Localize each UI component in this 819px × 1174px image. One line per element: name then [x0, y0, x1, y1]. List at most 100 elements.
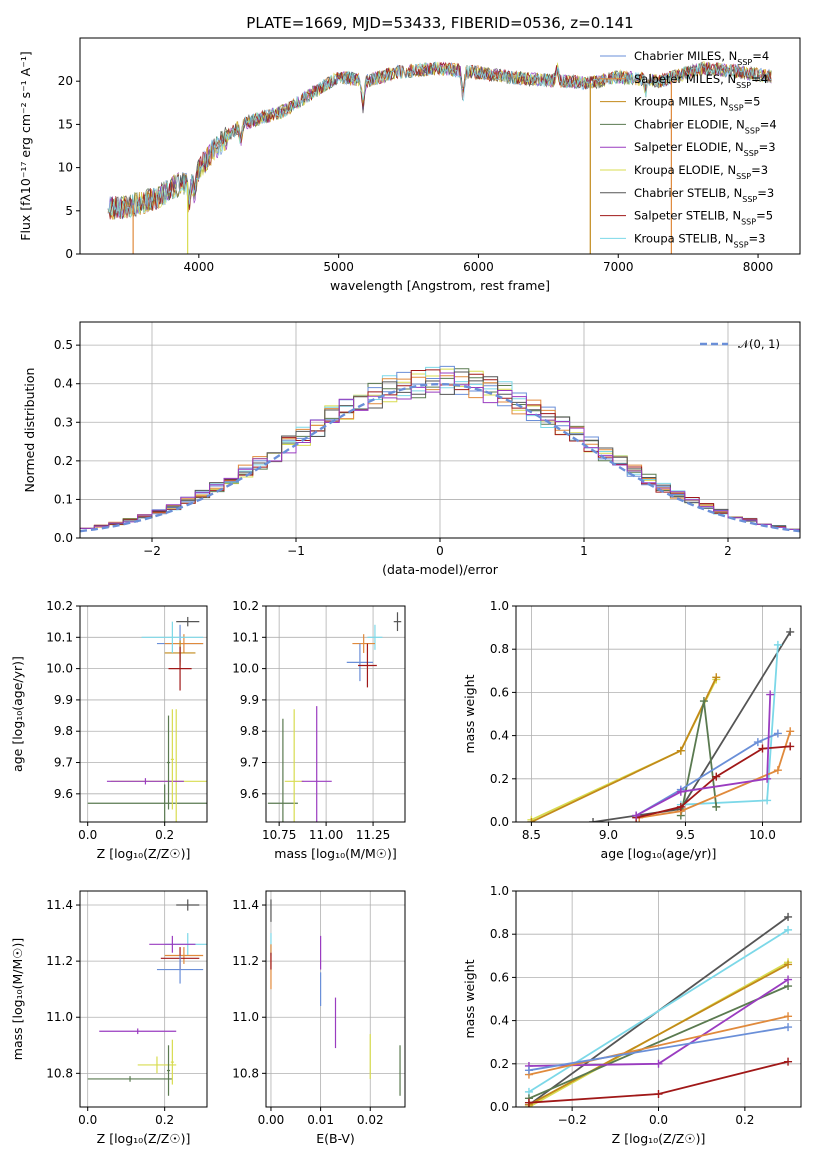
y-axis-label: mass weight — [462, 674, 477, 753]
plot-area — [87, 899, 207, 1096]
legend-entry: Chabrier ELODIE, NSSP=4 — [634, 117, 777, 135]
legend-entry: Kroupa MILES, NSSP=5 — [634, 95, 760, 113]
y-tick-label: 9.7 — [240, 756, 259, 770]
y-tick-label: 10.1 — [46, 630, 73, 644]
y-tick-label: 11.0 — [46, 1010, 73, 1024]
x-tick-label: 7000 — [603, 260, 634, 274]
y-tick-label: 1.0 — [490, 599, 509, 613]
x-axis-label: Z [log₁₀(Z/Z☉)] — [97, 1131, 191, 1146]
weight-series — [528, 963, 789, 1106]
weight-point — [712, 673, 721, 682]
weight-point — [753, 738, 762, 747]
figure-title: PLATE=1669, MJD=53433, FIBERID=0536, z=0… — [246, 14, 633, 32]
y-axis-label: mass weight — [462, 959, 477, 1038]
weight-point — [784, 960, 793, 969]
metallicity-mass-panel: 0.0 0.2 10.8 11.0 11.2 11.4 Z [log₁₀(Z/Z☉)] mas… — [10, 890, 208, 1146]
weight-point — [654, 1090, 663, 1099]
histogram-series — [80, 372, 800, 530]
x-tick-label: 0.0 — [78, 1113, 97, 1127]
x-tick-label: 8.5 — [522, 828, 541, 842]
y-tick-label: 0.2 — [490, 1057, 509, 1071]
x-tick-label: 0.00 — [258, 1113, 285, 1127]
y-tick-label: 0.1 — [54, 492, 73, 506]
plot-area — [524, 912, 793, 1107]
weight-point — [676, 802, 685, 811]
legend-entry: 𝒩(0, 1) — [738, 337, 780, 351]
x-tick-label: 0.01 — [307, 1113, 334, 1127]
weight-point — [773, 729, 782, 738]
y-tick-label: 10 — [58, 161, 73, 175]
weight-point — [699, 697, 708, 706]
legend-entry: Salpeter STELIB, NSSP=5 — [634, 209, 773, 227]
y-tick-label: 0.0 — [490, 1100, 509, 1114]
y-tick-label: 15 — [58, 117, 73, 131]
y-tick-label: 9.7 — [54, 756, 73, 770]
x-tick-label: 0.02 — [357, 1113, 384, 1127]
y-tick-label: 10.2 — [46, 599, 73, 613]
weight-point — [712, 772, 721, 781]
axes-frame — [79, 37, 801, 255]
legend-entry: Salpeter ELODIE, NSSP=3 — [634, 140, 776, 158]
age-weight-panel: 8.5 9.0 9.5 10.0 0.0 0.2 0.4 0.6 0.8 1.0 age [log₁… — [462, 599, 802, 861]
weight-point — [763, 774, 772, 783]
weight-point — [786, 627, 795, 636]
weight-series — [528, 1026, 789, 1072]
y-tick-label: 9.6 — [54, 787, 73, 801]
x-tick-label: 9.0 — [599, 828, 618, 842]
x-axis-label: Z [log₁₀(Z/Z☉)] — [612, 1131, 706, 1146]
x-tick-label: 4000 — [184, 260, 215, 274]
y-tick-label: 11.2 — [232, 954, 259, 968]
plot-area — [270, 899, 401, 1096]
plot-area — [267, 612, 402, 822]
x-tick-label: −0.2 — [558, 1113, 587, 1127]
weight-point — [524, 1098, 533, 1107]
weight-series — [635, 694, 772, 817]
legend-entry: Chabrier MILES, NSSP=4 — [634, 49, 769, 67]
weight-point — [786, 742, 795, 751]
x-tick-label: 9.5 — [676, 828, 695, 842]
weight-series — [528, 985, 789, 1100]
legend-entry: Chabrier STELIB, NSSP=3 — [634, 186, 774, 204]
y-axis-label: Flux [fλ10⁻¹⁷ erg cm⁻² s⁻¹ A⁻¹] — [18, 51, 33, 240]
y-tick-label: 1.0 — [490, 884, 509, 898]
x-tick-label: 1 — [580, 544, 588, 558]
x-tick-label: 10.0 — [749, 828, 776, 842]
y-tick-label: 9.9 — [54, 693, 73, 707]
weight-point — [784, 975, 793, 984]
x-axis-label: age [log₁₀(age/yr)] — [601, 846, 717, 861]
x-tick-label: 0.2 — [735, 1113, 754, 1127]
normal-curve — [80, 382, 800, 533]
axes-frame — [265, 890, 406, 1108]
x-tick-label: 11.25 — [356, 828, 390, 842]
y-tick-label: 20 — [58, 74, 73, 88]
x-tick-label: 6000 — [463, 260, 494, 274]
residual-histogram-panel: −2 −1 0 1 2 0.0 0.1 0.2 0.3 0.4 0.5 (data-model)/er… — [22, 321, 801, 577]
weight-point — [784, 1057, 793, 1066]
plot-area — [527, 627, 795, 822]
weight-series — [528, 1015, 789, 1076]
legend-entry: Salpeter MILES, NSSP=4 — [634, 72, 768, 90]
spectrum-panel: 4000 5000 6000 7000 8000 0 5 10 15 20 wavelength [… — [18, 37, 801, 293]
y-tick-label: 5 — [65, 204, 73, 218]
y-axis-label: age [log₁₀(age/yr)] — [10, 656, 25, 772]
y-tick-label: 0.6 — [490, 970, 509, 984]
weight-point — [784, 1012, 793, 1021]
plot-area — [107, 61, 772, 254]
weight-point — [676, 746, 685, 755]
x-tick-label: 5000 — [323, 260, 354, 274]
ebv-mass-panel: 0.00 0.01 0.02 10.8 11.0 11.2 11.4 E(B-V) — [232, 890, 406, 1146]
metallicity-weight-panel: −0.2 0.0 0.2 0.0 0.2 0.4 0.6 0.8 1.0 Z [log₁₀(Z/Z… — [462, 884, 802, 1146]
weight-series — [639, 731, 792, 819]
weight-point — [784, 912, 793, 921]
spectrum-series — [107, 61, 772, 219]
y-tick-label: 11.4 — [46, 898, 73, 912]
legend-entry: Kroupa ELODIE, NSSP=3 — [634, 163, 768, 181]
y-tick-label: 10.8 — [46, 1066, 73, 1080]
weight-series — [531, 678, 718, 821]
y-axis-label: Normed distribution — [22, 368, 37, 493]
weight-point — [712, 802, 721, 811]
x-tick-label: 0.0 — [78, 828, 97, 842]
x-axis-label: (data-model)/error — [382, 562, 499, 577]
y-tick-label: 11.0 — [232, 1010, 259, 1024]
